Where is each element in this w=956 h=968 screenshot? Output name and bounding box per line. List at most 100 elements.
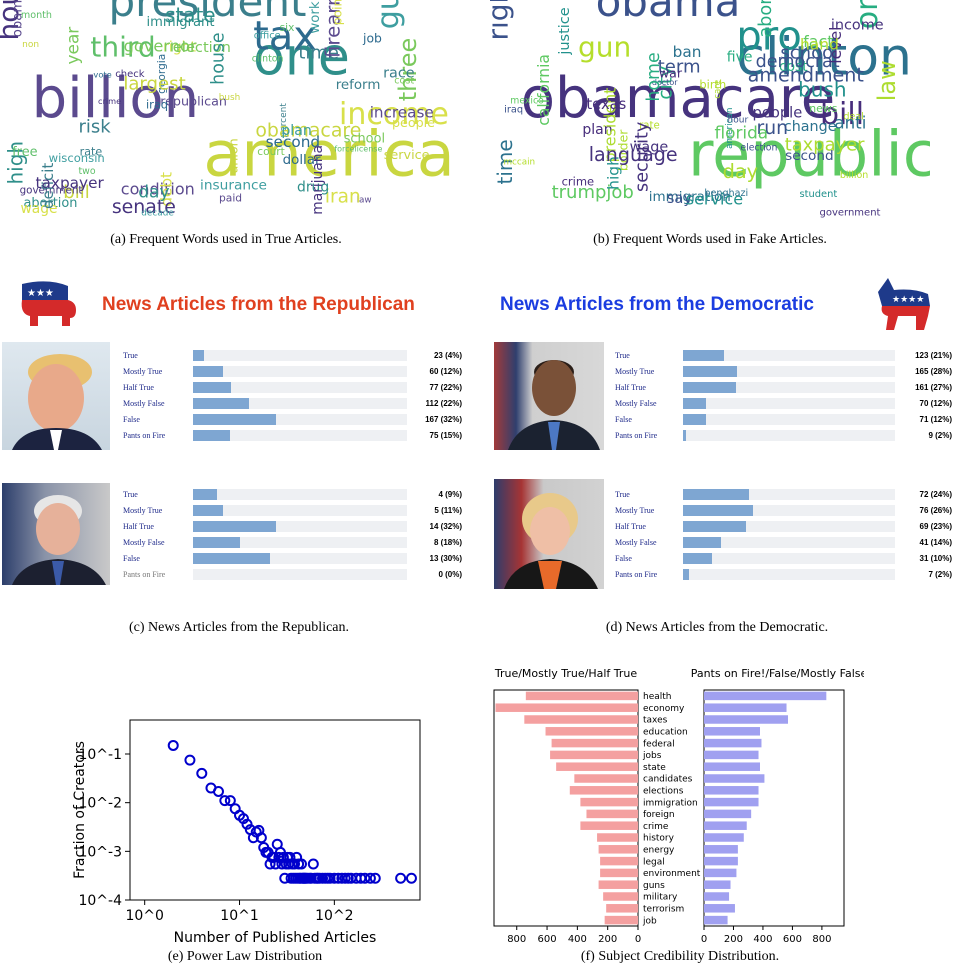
cloud-b-word: democrat — [756, 52, 840, 72]
cloud-a-word: paid — [219, 192, 242, 205]
false-bar — [704, 880, 731, 889]
cloud-a-word: school — [344, 132, 385, 147]
true-bar — [598, 845, 638, 854]
hillary-rating-label: Half True — [615, 522, 646, 531]
cloud-b-word: fact — [803, 32, 833, 51]
cloud-b-word: home — [644, 52, 664, 101]
hillary-rating-label: Mostly True — [615, 506, 655, 515]
right-x-tick-label: 200 — [724, 934, 743, 945]
cloud-b-word: immigration — [649, 189, 731, 205]
cloud-a-word: percent — [279, 103, 289, 138]
cloud-b-word: school — [780, 43, 838, 64]
cloud-a-word: vote — [93, 69, 111, 79]
cloud-b-word: benghazi — [704, 188, 748, 199]
hillary-rating-count: 41 (14%) — [919, 538, 952, 547]
cloud-a-word: right — [163, 39, 196, 55]
category-label: history — [643, 834, 675, 844]
hillary-bar-track — [683, 489, 895, 500]
category-label: jobs — [642, 751, 662, 761]
category-label: economy — [643, 704, 685, 714]
obama-rating-count: 70 (12%) — [919, 399, 952, 408]
caption-a: (a) Frequent Words used in True Articles… — [110, 232, 342, 247]
obama-bar-fill — [683, 430, 686, 441]
cloud-a-word: office — [254, 30, 281, 41]
false-bar — [704, 833, 744, 842]
obama-bar-fill — [683, 398, 707, 409]
cloud-b-word: billion — [840, 170, 868, 181]
trump-rating-count: 167 (32%) — [425, 415, 462, 424]
cloud-b-word: language — [589, 143, 678, 166]
cloud-a-word: debt — [157, 172, 175, 207]
cloud-a-word: condition — [121, 179, 195, 198]
cloud-b-word: wage — [630, 140, 669, 156]
hillary-bar-track — [683, 537, 895, 548]
true-bar — [556, 762, 638, 771]
trump-rating-count: 77 (22%) — [429, 383, 462, 392]
pence-rating-label: Mostly True — [123, 506, 163, 515]
category-label: guns — [643, 881, 665, 891]
data-point — [219, 795, 231, 807]
right-x-tick-label: 800 — [812, 934, 831, 945]
plot-frame — [129, 719, 421, 901]
cloud-a-word: house — [208, 32, 228, 84]
pence-bar-fill — [193, 553, 270, 564]
cloud-a-word: wage — [20, 201, 57, 217]
obama-rating-label: Mostly False — [615, 399, 657, 408]
false-bar — [704, 750, 759, 760]
left-panel-title: True/Mostly True/Half True — [494, 667, 638, 680]
trump-bar-fill — [193, 366, 223, 377]
hillary-bar-fill — [683, 521, 747, 532]
false-bar — [704, 774, 765, 783]
cloud-b-word: election — [740, 142, 777, 153]
trump-bar-fill — [193, 430, 231, 441]
cloud-b-word: say — [667, 190, 693, 207]
data-point — [184, 754, 196, 766]
obama-bar-track — [683, 414, 895, 425]
hillary-rating-label: True — [615, 490, 630, 499]
cloud-a-word: abortion — [23, 196, 77, 211]
hillary-rating-count: 69 (23%) — [919, 522, 952, 531]
cloud-b-word: government — [819, 207, 880, 218]
category-label: health — [643, 692, 672, 702]
cloud-a-word: law — [357, 196, 372, 206]
category-label: federal — [643, 739, 675, 749]
pence-bar-fill — [193, 489, 217, 500]
cloud-a-word: state — [165, 3, 216, 27]
cloud-a-word: cost — [394, 75, 414, 86]
category-label: crime — [643, 822, 669, 832]
cloud-a-word: firearm — [322, 0, 345, 58]
right-x-tick-label: 600 — [783, 934, 802, 945]
trump-rating-label: Pants on Fire — [123, 431, 166, 440]
cloud-b-word: trumpjob — [552, 182, 634, 203]
obama-rating-label: False — [615, 415, 632, 424]
trump-bar-track — [193, 414, 407, 425]
cloud-b-word: anti — [834, 112, 866, 132]
obama-rating-label: Pants on Fire — [615, 431, 658, 440]
cloud-b-word: term — [658, 56, 701, 77]
cloud-b-word: hour — [728, 115, 749, 125]
true-bar — [600, 856, 638, 866]
cloud-a-word: time — [298, 43, 339, 64]
obama-bar-fill — [683, 414, 707, 425]
cloud-a-word: second — [266, 133, 321, 151]
obama-rating-label: True — [615, 351, 630, 360]
false-bar — [704, 703, 787, 712]
svg-text:★★★: ★★★ — [27, 288, 54, 299]
hillary-rating-label: Mostly False — [615, 538, 657, 547]
cloud-b-word: second — [785, 148, 833, 164]
category-label: education — [643, 728, 688, 738]
cloud-b-word: birth — [699, 77, 726, 91]
cloud-b-word: security — [632, 122, 652, 192]
true-bar — [551, 738, 638, 748]
cloud-b-word: mccain — [503, 158, 535, 168]
y-tick-label: 10^-2 — [78, 796, 122, 812]
trump-rating-count: 23 (4%) — [433, 351, 462, 360]
cloud-b-word: crime — [562, 175, 595, 189]
cloud-b-word: change — [784, 119, 837, 135]
cloud-a-word: work — [308, 1, 323, 33]
pence-bar-track — [193, 569, 407, 580]
category-label: military — [643, 893, 678, 903]
cloud-a-word: free — [12, 145, 37, 160]
true-bar — [569, 786, 638, 795]
